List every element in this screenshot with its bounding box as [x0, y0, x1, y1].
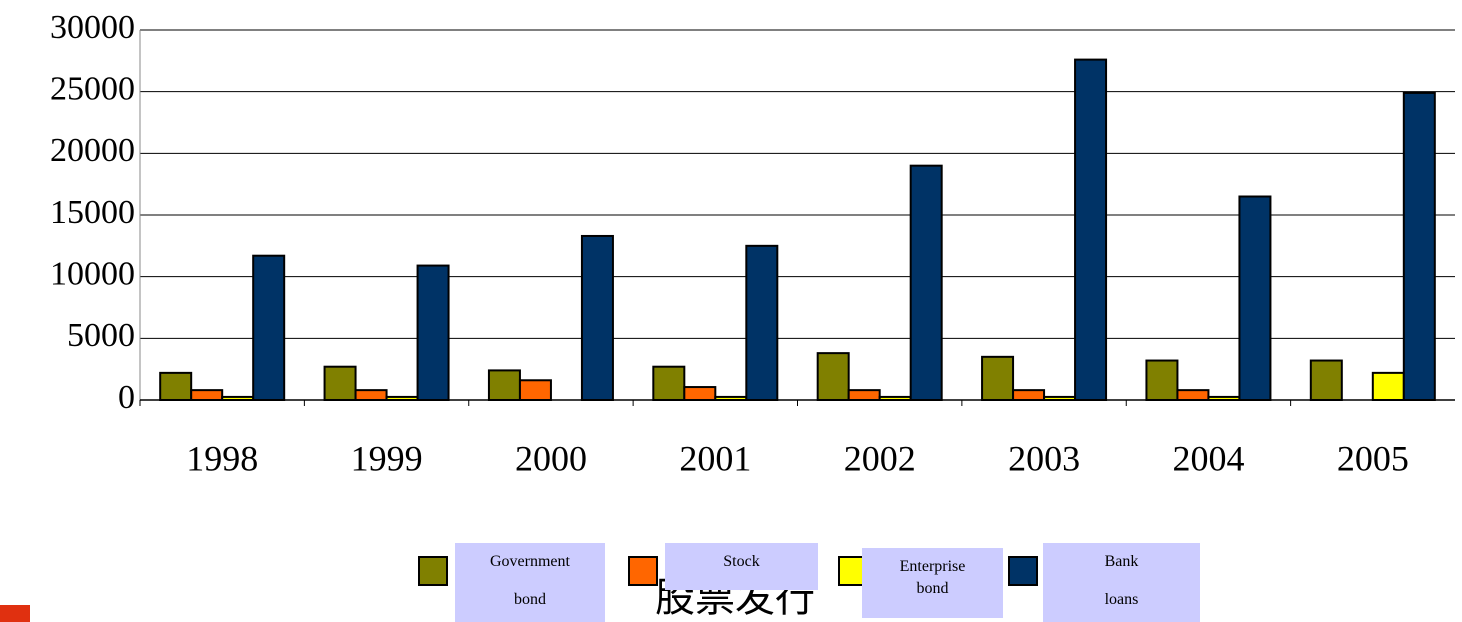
legend-label: Stock [723, 553, 760, 570]
legend-swatch [418, 556, 448, 586]
bar [487, 369, 521, 401]
legend-label-box: Government bond [455, 543, 605, 622]
legend-swatch [1008, 556, 1038, 586]
y-tick-label: 10000 [50, 255, 135, 292]
bar [159, 371, 193, 402]
bar [323, 365, 357, 402]
bar [518, 379, 552, 401]
bar [1371, 371, 1405, 402]
y-tick-label: 30000 [50, 9, 135, 46]
y-tick-label: 5000 [67, 317, 135, 354]
x-tick-label: 2000 [515, 438, 587, 478]
x-tick-label: 1999 [351, 438, 423, 478]
bar [252, 254, 286, 401]
x-tick-label: 2002 [844, 438, 916, 478]
legend-label-box: Stock [665, 543, 818, 590]
bar [416, 264, 450, 402]
bar [1145, 359, 1179, 401]
bar [1176, 389, 1210, 401]
bar [745, 244, 779, 401]
bar [981, 355, 1015, 402]
bar [1402, 91, 1436, 402]
bar [683, 386, 717, 401]
legend-label-box: Bank loans [1043, 543, 1200, 622]
y-tick-label: 20000 [50, 132, 135, 169]
bar [1012, 389, 1046, 401]
bar [652, 365, 686, 402]
x-tick-label: 2004 [1172, 438, 1244, 478]
bar [580, 234, 614, 401]
bar [847, 389, 881, 401]
legend-label: Enterprise bond [899, 558, 966, 597]
x-tick-label: 1998 [186, 438, 258, 478]
bar [1309, 359, 1343, 401]
bar [909, 164, 943, 401]
x-tick-label: 2001 [679, 438, 751, 478]
bar [354, 389, 388, 401]
legend-label: Bank loans [1104, 553, 1139, 608]
legend-swatch [628, 556, 658, 586]
y-tick-label: 25000 [50, 70, 135, 107]
y-tick-label: 15000 [50, 194, 135, 231]
bar [190, 389, 224, 401]
legend-label: Government bond [490, 553, 570, 608]
legend-label-box: Enterprise bond [862, 548, 1003, 618]
bar [816, 352, 850, 401]
bar [1238, 195, 1272, 401]
x-tick-label: 2005 [1337, 438, 1409, 478]
bar [1074, 58, 1108, 401]
x-tick-label: 2003 [1008, 438, 1080, 478]
y-tick-label: 0 [118, 379, 135, 416]
corner-mark [0, 605, 30, 622]
